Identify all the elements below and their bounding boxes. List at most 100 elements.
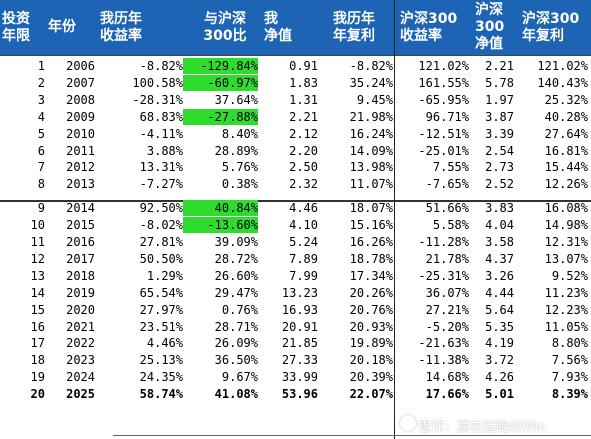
cell-year: 2014	[66, 201, 95, 216]
cell-my-cagr: -8.82%	[349, 59, 393, 73]
cell-year: 2013	[66, 177, 95, 192]
cell-vs-hs300: -129.84%	[183, 58, 258, 74]
cell-hs300-return: 7.55%	[432, 160, 469, 175]
cell-my-nav: 2.21	[289, 109, 318, 124]
cell-hs300-cagr: 7.93%	[551, 370, 588, 385]
header-divider	[0, 55, 591, 56]
table-row: 1 2006 -8.82% -129.84% 0.91 -8.82% 121.02% 2.21…	[0, 58, 591, 74]
cell-hs300-return: -25.31%	[418, 268, 469, 283]
cell-years-invested: 6	[37, 143, 45, 158]
cell-hs300-return: 121.02%	[418, 59, 469, 73]
cell-hs300-nav: 3.87	[485, 109, 514, 124]
cell-vs-hs300: 41.08%	[214, 387, 258, 402]
table-row: 13 2018 1.29% 26.60% 7.99 17.34% -25.31% 3.26 9.…	[0, 268, 591, 284]
cell-my-return: 68.83%	[139, 109, 183, 124]
cell-vs-hs300: 9.67%	[221, 370, 258, 385]
cell-my-cagr: 20.26%	[349, 285, 393, 300]
cell-hs300-return: 5.58%	[432, 218, 469, 233]
cell-my-nav: 1.83	[289, 75, 318, 90]
cell-hs300-cagr: 40.28%	[544, 109, 588, 124]
cell-year: 2021	[66, 319, 95, 334]
cell-vs-hs300: 37.64%	[214, 92, 258, 107]
cell-year: 2017	[66, 251, 95, 266]
cell-vs-hs300: 28.89%	[214, 143, 258, 158]
cell-hs300-cagr: 11.05%	[544, 319, 588, 334]
cell-year: 2024	[66, 370, 95, 385]
cell-my-return: 23.51%	[139, 319, 183, 334]
cell-hs300-return: -65.95%	[418, 92, 469, 107]
cell-year: 2007	[66, 75, 95, 90]
cell-my-nav: 16.93	[281, 302, 318, 317]
cell-hs300-cagr: 7.56%	[551, 353, 588, 368]
cell-vs-hs300: 36.50%	[214, 353, 258, 368]
header-my-cagr: 我历年 年复利	[333, 10, 375, 44]
table-row: 12 2017 50.50% 28.72% 7.89 18.78% 21.78% 4.37 13…	[0, 251, 591, 267]
cell-my-return: 25.13%	[139, 353, 183, 368]
cell-my-nav: 5.24	[289, 235, 318, 249]
cell-year: 2015	[66, 218, 95, 233]
cell-years-invested: 4	[37, 109, 45, 124]
cell-years-invested: 16	[30, 319, 45, 334]
cell-hs300-nav: 4.37	[485, 251, 514, 266]
table-row: 17 2022 4.46% 26.09% 21.85 19.89% -21.63% 4.19 8…	[0, 335, 591, 351]
cell-vs-hs300: 0.38%	[221, 177, 258, 192]
cell-vs-hs300: 5.76%	[221, 160, 258, 175]
table-row: 4 2009 68.83% -27.88% 2.21 21.98% 96.71% 3.87 40…	[0, 108, 591, 125]
table-row: 7 2012 13.31% 5.76% 2.50 13.98% 7.55% 2.73 15.44…	[0, 159, 591, 175]
cell-hs300-cagr: 11.23%	[544, 285, 588, 300]
cell-hs300-cagr: 8.80%	[551, 336, 588, 351]
cell-my-nav: 7.89	[289, 251, 318, 266]
cell-vs-hs300: -60.97%	[183, 74, 258, 91]
cell-hs300-return: -25.01%	[418, 143, 469, 158]
cell-hs300-cagr: 16.81%	[544, 143, 588, 158]
cell-years-invested: 13	[30, 268, 45, 283]
cell-hs300-cagr: 8.39%	[551, 387, 588, 402]
group-divider	[0, 200, 591, 202]
cell-hs300-return: 27.21%	[425, 302, 469, 317]
cell-years-invested: 20	[30, 387, 45, 402]
cell-my-return: 4.46%	[146, 336, 183, 351]
cell-hs300-nav: 4.44	[485, 285, 514, 300]
cell-hs300-return: -11.28%	[418, 235, 469, 249]
cell-my-nav: 2.12	[289, 126, 318, 141]
table-row: 3 2008 -28.31% 37.64% 1.31 9.45% -65.95% 1.97 25…	[0, 92, 591, 108]
cell-my-cagr: 9.45%	[356, 92, 393, 107]
cell-hs300-nav: 3.26	[485, 268, 514, 283]
cell-years-invested: 17	[30, 336, 45, 351]
cell-my-nav: 4.46	[289, 201, 318, 216]
header-hs300-return: 沪深300 收益率	[400, 10, 458, 44]
cell-year: 2025	[66, 387, 95, 402]
cell-hs300-nav: 5.78	[485, 75, 514, 90]
cell-year: 2020	[66, 302, 95, 317]
cell-year: 2022	[66, 336, 95, 351]
cell-vs-hs300: -13.60%	[183, 217, 258, 234]
cell-my-return: -4.11%	[139, 126, 183, 141]
cell-hs300-cagr: 9.52%	[551, 268, 588, 283]
cell-my-cagr: 18.07%	[349, 201, 393, 216]
cell-years-invested: 3	[37, 92, 45, 107]
cell-hs300-return: 17.66%	[425, 387, 469, 402]
table-row: 11 2016 27.81% 39.09% 5.24 16.26% -11.28% 3.58 1…	[0, 234, 591, 250]
cell-hs300-nav: 3.72	[485, 353, 514, 368]
cell-years-invested: 10	[30, 218, 45, 233]
cell-my-cagr: 18.78%	[349, 251, 393, 266]
header-my-nav: 我净值	[264, 10, 292, 44]
cell-my-cagr: 13.98%	[349, 160, 393, 175]
cell-year: 2016	[66, 235, 95, 249]
header-hs300-cagr: 沪深300 年复利	[522, 10, 580, 44]
cell-hs300-return: 161.55%	[418, 75, 469, 90]
cell-my-cagr: 20.18%	[349, 353, 393, 368]
cell-years-invested: 8	[37, 177, 45, 192]
cell-my-nav: 2.32	[289, 177, 318, 192]
cell-my-return: -8.82%	[139, 59, 183, 73]
cell-my-return: 92.50%	[139, 201, 183, 216]
cell-hs300-cagr: 12.31%	[544, 235, 588, 249]
cell-my-nav: 1.31	[289, 92, 318, 107]
cell-hs300-cagr: 25.32%	[544, 92, 588, 107]
cell-my-nav: 2.20	[289, 143, 318, 158]
cell-my-return: 3.88%	[146, 143, 183, 158]
cell-my-cagr: 19.89%	[349, 336, 393, 351]
cell-hs300-return: 21.78%	[425, 251, 469, 266]
header-vs-hs300: 与沪深 300比	[203, 10, 247, 44]
